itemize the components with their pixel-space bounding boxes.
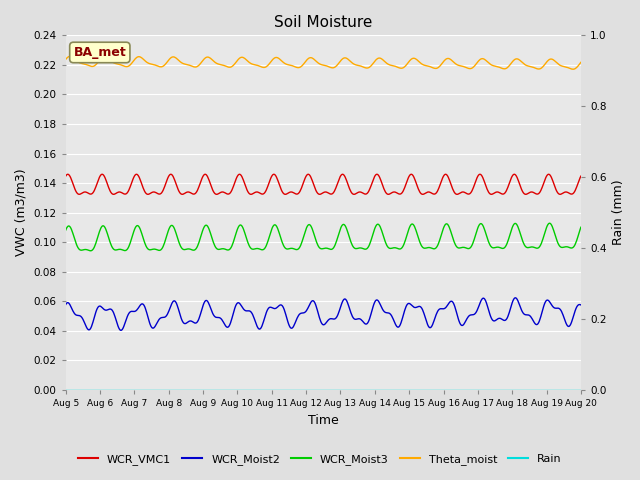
WCR_Moist3 bbox=[387, 246, 394, 252]
Rain bbox=[124, 387, 132, 393]
WCR_VMC1 bbox=[577, 173, 585, 179]
WCR_Moist2 bbox=[512, 295, 520, 300]
Line: WCR_VMC1: WCR_VMC1 bbox=[66, 174, 581, 194]
WCR_Moist2 bbox=[577, 302, 585, 308]
WCR_VMC1 bbox=[386, 191, 394, 197]
X-axis label: Time: Time bbox=[308, 414, 339, 427]
Rain bbox=[401, 387, 408, 393]
Theta_moist bbox=[387, 62, 394, 68]
WCR_VMC1 bbox=[177, 191, 184, 196]
Theta_moist bbox=[569, 66, 577, 72]
Theta_moist bbox=[204, 54, 212, 60]
WCR_VMC1 bbox=[124, 189, 132, 194]
Y-axis label: VWC (m3/m3): VWC (m3/m3) bbox=[15, 169, 28, 256]
Line: Theta_moist: Theta_moist bbox=[66, 56, 581, 69]
WCR_Moist3 bbox=[87, 248, 95, 253]
Theta_moist bbox=[66, 53, 74, 59]
Theta_moist bbox=[577, 60, 585, 65]
WCR_Moist3 bbox=[177, 244, 185, 250]
WCR_Moist2 bbox=[71, 311, 79, 317]
WCR_Moist3 bbox=[545, 220, 553, 226]
WCR_Moist2 bbox=[117, 327, 125, 333]
WCR_Moist3 bbox=[62, 227, 70, 233]
Theta_moist bbox=[62, 57, 70, 62]
Rain bbox=[71, 387, 79, 393]
Theta_moist bbox=[401, 63, 409, 69]
Rain bbox=[204, 387, 211, 393]
WCR_Moist2 bbox=[401, 305, 409, 311]
WCR_VMC1 bbox=[401, 185, 408, 191]
Legend: WCR_VMC1, WCR_Moist2, WCR_Moist3, Theta_moist, Rain: WCR_VMC1, WCR_Moist2, WCR_Moist3, Theta_… bbox=[74, 450, 566, 469]
WCR_Moist3 bbox=[577, 224, 585, 230]
WCR_VMC1 bbox=[62, 173, 70, 179]
Theta_moist bbox=[72, 57, 79, 63]
Line: WCR_Moist3: WCR_Moist3 bbox=[66, 223, 581, 251]
Rain bbox=[577, 387, 585, 393]
WCR_Moist3 bbox=[204, 225, 212, 230]
WCR_Moist3 bbox=[125, 244, 132, 250]
Rain bbox=[386, 387, 394, 393]
Rain bbox=[62, 387, 70, 393]
Y-axis label: Rain (mm): Rain (mm) bbox=[612, 180, 625, 245]
WCR_Moist2 bbox=[62, 302, 70, 308]
WCR_VMC1 bbox=[204, 174, 211, 180]
Rain bbox=[177, 387, 184, 393]
WCR_Moist3 bbox=[401, 238, 409, 243]
WCR_VMC1 bbox=[71, 186, 79, 192]
WCR_Moist2 bbox=[125, 311, 132, 316]
WCR_VMC1 bbox=[545, 171, 552, 177]
WCR_Moist2 bbox=[387, 311, 394, 317]
Line: WCR_Moist2: WCR_Moist2 bbox=[66, 298, 581, 330]
WCR_Moist2 bbox=[177, 315, 185, 321]
WCR_VMC1 bbox=[522, 192, 529, 197]
Text: BA_met: BA_met bbox=[74, 46, 126, 59]
WCR_Moist3 bbox=[71, 238, 79, 243]
Theta_moist bbox=[125, 63, 132, 69]
Title: Soil Moisture: Soil Moisture bbox=[274, 15, 372, 30]
Theta_moist bbox=[177, 60, 185, 65]
WCR_Moist2 bbox=[204, 300, 212, 305]
